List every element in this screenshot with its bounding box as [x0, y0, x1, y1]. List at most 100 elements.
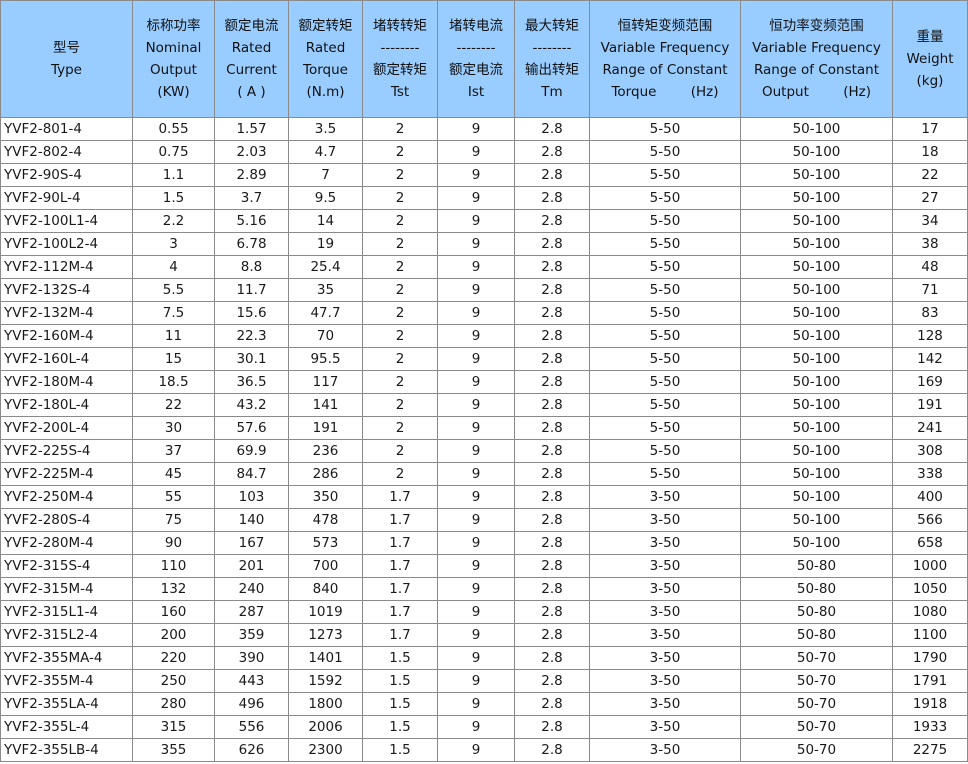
cell-ist: 9	[437, 163, 515, 187]
header-current-line: ( A )	[237, 84, 266, 100]
cell-ct_range: 5-50	[589, 301, 741, 325]
header-weight: 重量 Weight (kg)	[892, 0, 968, 118]
cell-cp_range: 50-100	[740, 278, 893, 302]
table-header: 型号 Type 标称功率 Nominal Output (KW) 额定电流 Rated Curr…	[0, 0, 968, 118]
cell-output: 132	[132, 577, 215, 601]
cell-cp_range: 50-100	[740, 370, 893, 394]
cell-ist: 9	[437, 393, 515, 417]
cell-output: 90	[132, 531, 215, 555]
cell-cp_range: 50-100	[740, 347, 893, 371]
cell-output: 37	[132, 439, 215, 463]
cell-weight: 1791	[892, 669, 968, 693]
cell-current: 15.6	[214, 301, 289, 325]
table-row: YVF2-801-4 0.55 1.57 3.5 2 9 2.8 5-50 50-100 17	[0, 117, 968, 141]
cell-ist: 9	[437, 485, 515, 509]
header-current: 额定电流 Rated Current ( A )	[214, 0, 289, 118]
cell-ct_range: 3-50	[589, 485, 741, 509]
cell-weight: 658	[892, 531, 968, 555]
cell-weight: 241	[892, 416, 968, 440]
cell-tst: 1.5	[362, 646, 438, 670]
header-torque-line: (N.m)	[306, 84, 345, 100]
header-cp_range-line: 恒功率变频范围	[769, 18, 864, 34]
cell-ist: 9	[437, 462, 515, 486]
cell-tst: 2	[362, 278, 438, 302]
cell-cp_range: 50-100	[740, 393, 893, 417]
cell-tst: 1.7	[362, 531, 438, 555]
cell-ct_range: 3-50	[589, 738, 741, 762]
table-row: YVF2-315S-4 110 201 700 1.7 9 2.8 3-50 50-80 1000	[0, 554, 968, 578]
cell-ct_range: 3-50	[589, 669, 741, 693]
header-tm-line: --------	[532, 40, 572, 56]
cell-current: 201	[214, 554, 289, 578]
cell-ist: 9	[437, 186, 515, 210]
table-row: YVF2-160M-4 11 22.3 70 2 9 2.8 5-50 50-100 128	[0, 324, 968, 348]
cell-type: YVF2-315M-4	[0, 577, 133, 601]
cell-ct_range: 3-50	[589, 554, 741, 578]
cell-output: 250	[132, 669, 215, 693]
cell-current: 36.5	[214, 370, 289, 394]
table-body: YVF2-801-4 0.55 1.57 3.5 2 9 2.8 5-50 50-100 17 YV…	[0, 117, 968, 762]
header-tst-line: Tst	[390, 84, 410, 100]
cell-type: YVF2-200L-4	[0, 416, 133, 440]
cell-current: 2.89	[214, 163, 289, 187]
cell-weight: 142	[892, 347, 968, 371]
cell-cp_range: 50-100	[740, 508, 893, 532]
header-weight-line: (kg)	[916, 73, 944, 89]
cell-ist: 9	[437, 577, 515, 601]
header-weight-line: 重量	[916, 29, 944, 45]
cell-weight: 1790	[892, 646, 968, 670]
cell-tm: 2.8	[514, 462, 590, 486]
table-row: YVF2-90L-4 1.5 3.7 9.5 2 9 2.8 5-50 50-100 27	[0, 186, 968, 210]
cell-weight: 38	[892, 232, 968, 256]
cell-torque: 141	[288, 393, 363, 417]
cell-output: 315	[132, 715, 215, 739]
cell-tst: 1.7	[362, 554, 438, 578]
header-tst: 堵转转矩 -------- 额定转矩 Tst	[362, 0, 438, 118]
cell-ist: 9	[437, 715, 515, 739]
header-current-line: 额定电流	[224, 18, 279, 34]
cell-type: YVF2-315L1-4	[0, 600, 133, 624]
cell-ct_range: 5-50	[589, 140, 741, 164]
cell-weight: 338	[892, 462, 968, 486]
cell-weight: 2275	[892, 738, 968, 762]
cell-current: 556	[214, 715, 289, 739]
cell-cp_range: 50-80	[740, 577, 893, 601]
cell-tst: 2	[362, 209, 438, 233]
cell-ist: 9	[437, 554, 515, 578]
cell-current: 390	[214, 646, 289, 670]
cell-cp_range: 50-100	[740, 485, 893, 509]
table-row: YVF2-225M-4 45 84.7 286 2 9 2.8 5-50 50-100 338	[0, 462, 968, 486]
cell-tm: 2.8	[514, 623, 590, 647]
cell-cp_range: 50-100	[740, 140, 893, 164]
cell-type: YVF2-180L-4	[0, 393, 133, 417]
cell-current: 30.1	[214, 347, 289, 371]
cell-cp_range: 50-100	[740, 209, 893, 233]
header-cp_range-line: Variable Frequency	[752, 40, 881, 56]
cell-cp_range: 50-70	[740, 669, 893, 693]
cell-ct_range: 5-50	[589, 324, 741, 348]
cell-weight: 48	[892, 255, 968, 279]
cell-output: 7.5	[132, 301, 215, 325]
cell-type: YVF2-250M-4	[0, 485, 133, 509]
cell-type: YVF2-90L-4	[0, 186, 133, 210]
cell-tst: 2	[362, 232, 438, 256]
cell-torque: 95.5	[288, 347, 363, 371]
cell-tm: 2.8	[514, 255, 590, 279]
cell-tm: 2.8	[514, 416, 590, 440]
cell-torque: 70	[288, 324, 363, 348]
cell-tst: 1.7	[362, 508, 438, 532]
cell-type: YVF2-355LA-4	[0, 692, 133, 716]
table-row: YVF2-280M-4 90 167 573 1.7 9 2.8 3-50 50-100 658	[0, 531, 968, 555]
cell-type: YVF2-225M-4	[0, 462, 133, 486]
header-ist-line: 堵转电流	[449, 18, 503, 34]
header-tm: 最大转矩 -------- 输出转矩 Tm	[514, 0, 590, 118]
cell-cp_range: 50-100	[740, 186, 893, 210]
header-output-line: (KW)	[157, 84, 190, 100]
cell-weight: 128	[892, 324, 968, 348]
cell-torque: 7	[288, 163, 363, 187]
cell-current: 240	[214, 577, 289, 601]
cell-ct_range: 5-50	[589, 163, 741, 187]
cell-ct_range: 3-50	[589, 531, 741, 555]
header-current-line: Rated	[231, 40, 272, 56]
